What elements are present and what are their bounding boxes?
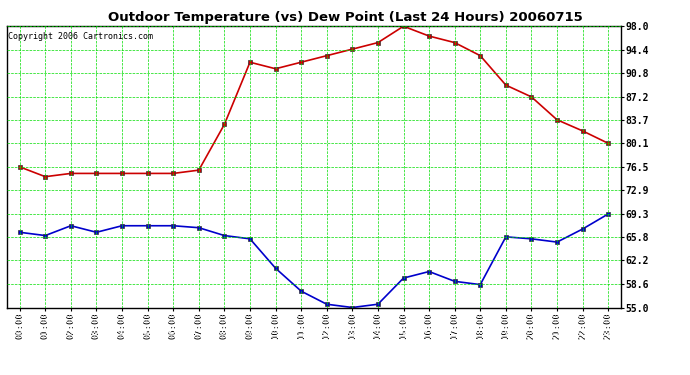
Text: 07:00: 07:00 — [195, 311, 204, 338]
Text: 23:00: 23:00 — [604, 311, 613, 338]
Text: 04:00: 04:00 — [117, 311, 126, 338]
Text: 08:00: 08:00 — [220, 311, 229, 338]
Text: 18:00: 18:00 — [476, 311, 485, 338]
Text: Copyright 2006 Cartronics.com: Copyright 2006 Cartronics.com — [8, 32, 153, 41]
Text: 05:00: 05:00 — [143, 311, 152, 338]
Text: 15:00: 15:00 — [399, 311, 408, 338]
Text: 12:00: 12:00 — [322, 311, 331, 338]
Text: 03:00: 03:00 — [92, 311, 101, 338]
Text: 22:00: 22:00 — [578, 311, 587, 338]
Text: 14:00: 14:00 — [373, 311, 382, 338]
Text: 00:00: 00:00 — [15, 311, 24, 338]
Text: Outdoor Temperature (vs) Dew Point (Last 24 Hours) 20060715: Outdoor Temperature (vs) Dew Point (Last… — [108, 11, 582, 24]
Text: 19:00: 19:00 — [502, 311, 511, 338]
Text: 11:00: 11:00 — [297, 311, 306, 338]
Text: 13:00: 13:00 — [348, 311, 357, 338]
Text: 10:00: 10:00 — [271, 311, 280, 338]
Text: 20:00: 20:00 — [527, 311, 536, 338]
Text: 01:00: 01:00 — [41, 311, 50, 338]
Text: 16:00: 16:00 — [424, 311, 433, 338]
Text: 06:00: 06:00 — [169, 311, 178, 338]
Text: 17:00: 17:00 — [450, 311, 459, 338]
Text: 21:00: 21:00 — [553, 311, 562, 338]
Text: 02:00: 02:00 — [66, 311, 75, 338]
Text: 09:00: 09:00 — [246, 311, 255, 338]
